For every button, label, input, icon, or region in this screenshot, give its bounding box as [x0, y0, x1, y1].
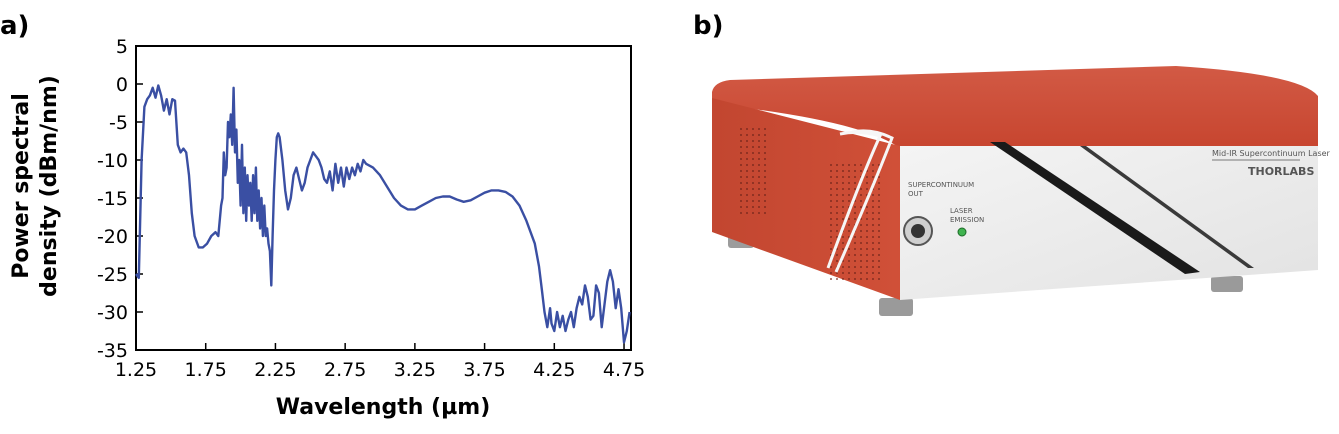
x-axis-title: Wavelength (µm)	[276, 395, 491, 420]
x-tick-label: 2.25	[254, 359, 296, 381]
device-front-panel	[900, 146, 1318, 300]
vent-grille-left	[740, 125, 768, 215]
brand-logo: THORLABS	[1248, 165, 1314, 178]
x-axis-ticks: 1.25 1.75 2.25 2.75 3.25 3.75 4.25 4.75	[115, 343, 645, 381]
y-tick-label: 5	[116, 36, 128, 58]
label-laser: LASER	[950, 207, 973, 215]
y-tick-label: -30	[97, 302, 128, 324]
y-tick-label: 0	[116, 74, 128, 96]
x-tick-label: 1.25	[115, 359, 157, 381]
y-axis-title-line1: Power spectral	[9, 93, 34, 279]
emission-led	[957, 227, 967, 237]
decor-stripe-2	[834, 129, 894, 273]
label-product: Mid-IR Supercontinuum Laser	[1212, 149, 1331, 158]
output-port-aperture	[911, 224, 925, 238]
decor-thin-stripe	[1080, 146, 1254, 268]
device-foot-front	[879, 298, 913, 316]
label-out: OUT	[908, 190, 924, 198]
x-tick-label: 4.25	[533, 359, 575, 381]
x-tick-label: 1.75	[185, 359, 227, 381]
device-top-lid	[712, 66, 1318, 148]
y-tick-label: -20	[97, 226, 128, 248]
device-panel-b: b) SUPERCONTINUUM OUT LASER EMISSION Mid…	[660, 0, 1339, 430]
y-axis-title-line2: density (dBm/nm)	[37, 75, 62, 297]
plot-frame	[135, 45, 632, 351]
device-foot-right	[1211, 276, 1243, 292]
x-tick-label: 2.75	[324, 359, 366, 381]
y-tick-label: -5	[109, 112, 128, 134]
y-axis-ticks: 5 0 -5 -10 -15 -20 -25 -30 -35	[97, 36, 143, 362]
x-tick-label: 3.75	[463, 359, 505, 381]
label-emission: EMISSION	[950, 216, 984, 224]
chart-panel-a: a) 1.25 1.75 2.25 2.75 3.25 3.75 4.25 4.75 5 0 -5…	[0, 0, 660, 430]
y-tick-label: -35	[97, 340, 128, 362]
panel-b-label: b)	[693, 11, 724, 41]
decor-black-stripe	[990, 142, 1200, 274]
y-tick-label: -15	[97, 188, 128, 210]
device-illustration: b) SUPERCONTINUUM OUT LASER EMISSION Mid…	[693, 11, 1331, 316]
label-supercontinuum: SUPERCONTINUUM	[908, 181, 974, 189]
y-tick-label: -10	[97, 150, 128, 172]
chart-svg: a) 1.25 1.75 2.25 2.75 3.25 3.75 4.25 4.75 5 0 -5…	[0, 11, 645, 420]
y-tick-label: -25	[97, 264, 128, 286]
series-line	[135, 84, 631, 344]
x-tick-label: 3.25	[394, 359, 436, 381]
x-tick-label: 4.75	[603, 359, 645, 381]
panel-a-label: a)	[0, 11, 29, 41]
